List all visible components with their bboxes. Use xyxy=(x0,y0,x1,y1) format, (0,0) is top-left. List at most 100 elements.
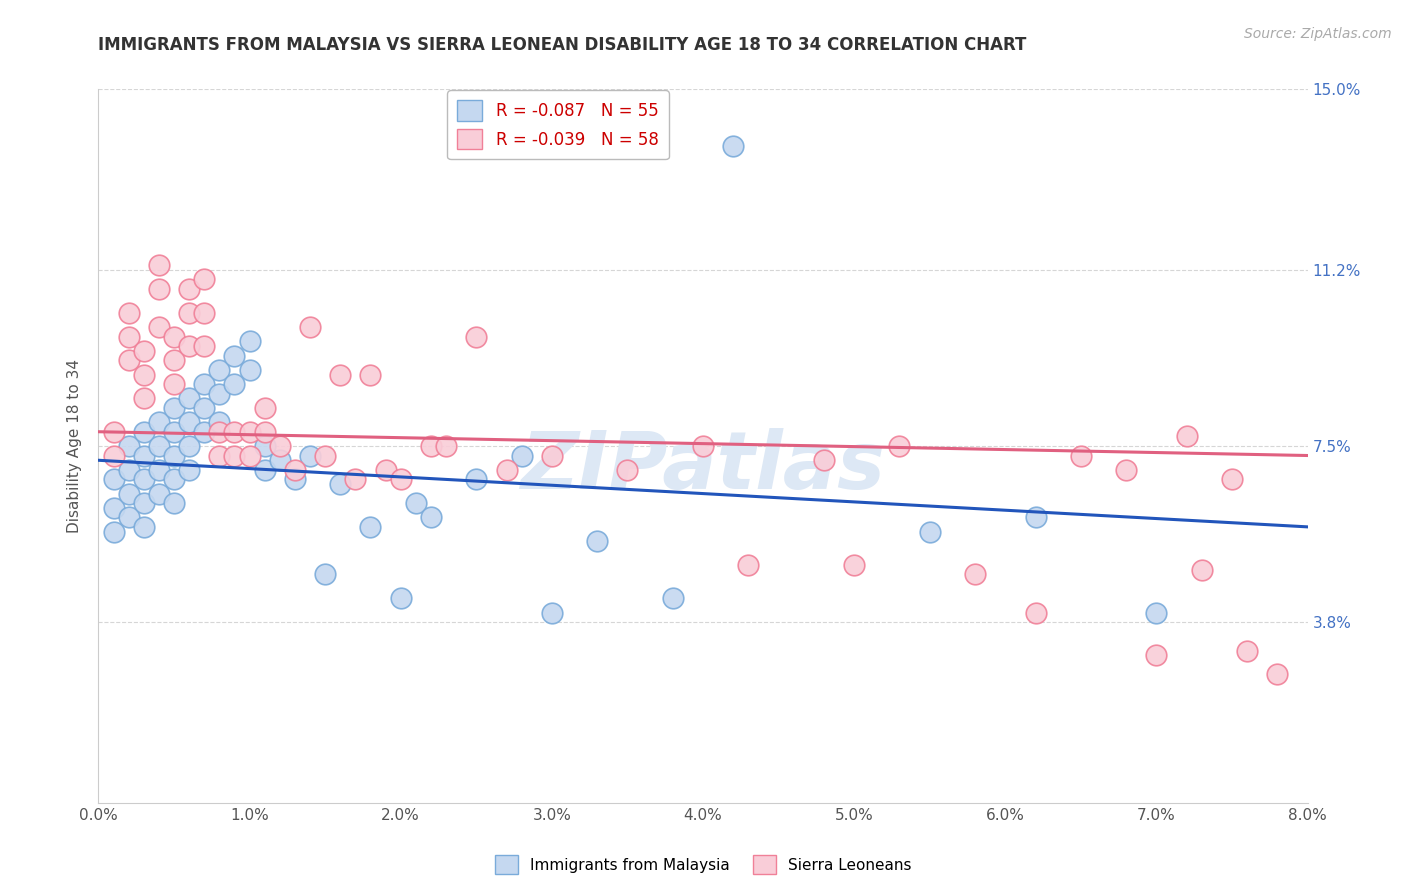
Point xyxy=(495,463,517,477)
Point xyxy=(253,425,276,439)
Point xyxy=(103,449,125,463)
Point xyxy=(239,363,262,377)
Point xyxy=(616,463,638,477)
Point xyxy=(314,449,336,463)
Point xyxy=(284,472,307,486)
Point xyxy=(132,472,155,486)
Point xyxy=(163,425,186,439)
Point xyxy=(889,439,911,453)
Point xyxy=(1115,463,1137,477)
Point xyxy=(1070,449,1092,463)
Point xyxy=(314,567,336,582)
Point xyxy=(510,449,533,463)
Point xyxy=(163,329,186,343)
Point xyxy=(224,349,246,363)
Point xyxy=(193,377,215,392)
Point xyxy=(132,392,155,406)
Point xyxy=(253,401,276,415)
Point xyxy=(1025,510,1047,524)
Point xyxy=(148,258,170,272)
Point xyxy=(540,606,562,620)
Point xyxy=(405,496,427,510)
Point xyxy=(132,520,155,534)
Point xyxy=(1191,563,1213,577)
Point xyxy=(179,415,201,429)
Text: Source: ZipAtlas.com: Source: ZipAtlas.com xyxy=(1244,27,1392,41)
Point xyxy=(1146,648,1168,663)
Point xyxy=(269,453,291,467)
Point xyxy=(179,339,201,353)
Point xyxy=(465,329,488,343)
Point xyxy=(118,306,141,320)
Point xyxy=(434,439,457,453)
Point xyxy=(723,139,745,153)
Point xyxy=(299,320,322,334)
Point xyxy=(132,343,155,358)
Legend: R = -0.087   N = 55, R = -0.039   N = 58: R = -0.087 N = 55, R = -0.039 N = 58 xyxy=(447,90,668,160)
Point xyxy=(103,500,125,515)
Text: ZIPatlas: ZIPatlas xyxy=(520,428,886,507)
Y-axis label: Disability Age 18 to 34: Disability Age 18 to 34 xyxy=(67,359,83,533)
Point xyxy=(179,392,201,406)
Point xyxy=(965,567,987,582)
Point xyxy=(148,320,170,334)
Point xyxy=(239,425,262,439)
Point xyxy=(148,463,170,477)
Point xyxy=(118,510,141,524)
Point xyxy=(737,558,759,572)
Point xyxy=(193,339,215,353)
Point xyxy=(179,463,201,477)
Point xyxy=(239,449,262,463)
Point xyxy=(163,472,186,486)
Point xyxy=(360,520,382,534)
Point xyxy=(1025,606,1047,620)
Point xyxy=(918,524,941,539)
Point xyxy=(239,334,262,349)
Point xyxy=(253,463,276,477)
Point xyxy=(193,306,215,320)
Point xyxy=(179,282,201,296)
Point xyxy=(179,306,201,320)
Point xyxy=(208,449,231,463)
Point xyxy=(179,439,201,453)
Point xyxy=(224,377,246,392)
Point xyxy=(103,472,125,486)
Point xyxy=(1236,643,1258,657)
Point xyxy=(253,439,276,453)
Point xyxy=(224,425,246,439)
Point xyxy=(132,425,155,439)
Point xyxy=(389,591,412,606)
Text: IMMIGRANTS FROM MALAYSIA VS SIERRA LEONEAN DISABILITY AGE 18 TO 34 CORRELATION C: IMMIGRANTS FROM MALAYSIA VS SIERRA LEONE… xyxy=(98,36,1026,54)
Point xyxy=(103,425,125,439)
Point xyxy=(344,472,367,486)
Point xyxy=(208,386,231,401)
Point xyxy=(360,368,382,382)
Point xyxy=(844,558,866,572)
Point xyxy=(118,463,141,477)
Point xyxy=(224,449,246,463)
Point xyxy=(163,353,186,368)
Point xyxy=(374,463,396,477)
Point xyxy=(329,477,352,491)
Point xyxy=(103,524,125,539)
Point xyxy=(118,353,141,368)
Point xyxy=(208,363,231,377)
Point xyxy=(208,425,231,439)
Point xyxy=(420,510,443,524)
Point xyxy=(132,368,155,382)
Point xyxy=(148,282,170,296)
Point xyxy=(813,453,835,467)
Point xyxy=(269,439,291,453)
Point xyxy=(1175,429,1198,443)
Point xyxy=(208,415,231,429)
Point xyxy=(148,439,170,453)
Point xyxy=(1146,606,1168,620)
Point xyxy=(1220,472,1243,486)
Point xyxy=(284,463,307,477)
Point xyxy=(118,329,141,343)
Point xyxy=(163,401,186,415)
Point xyxy=(540,449,562,463)
Point xyxy=(193,401,215,415)
Point xyxy=(163,496,186,510)
Point xyxy=(163,449,186,463)
